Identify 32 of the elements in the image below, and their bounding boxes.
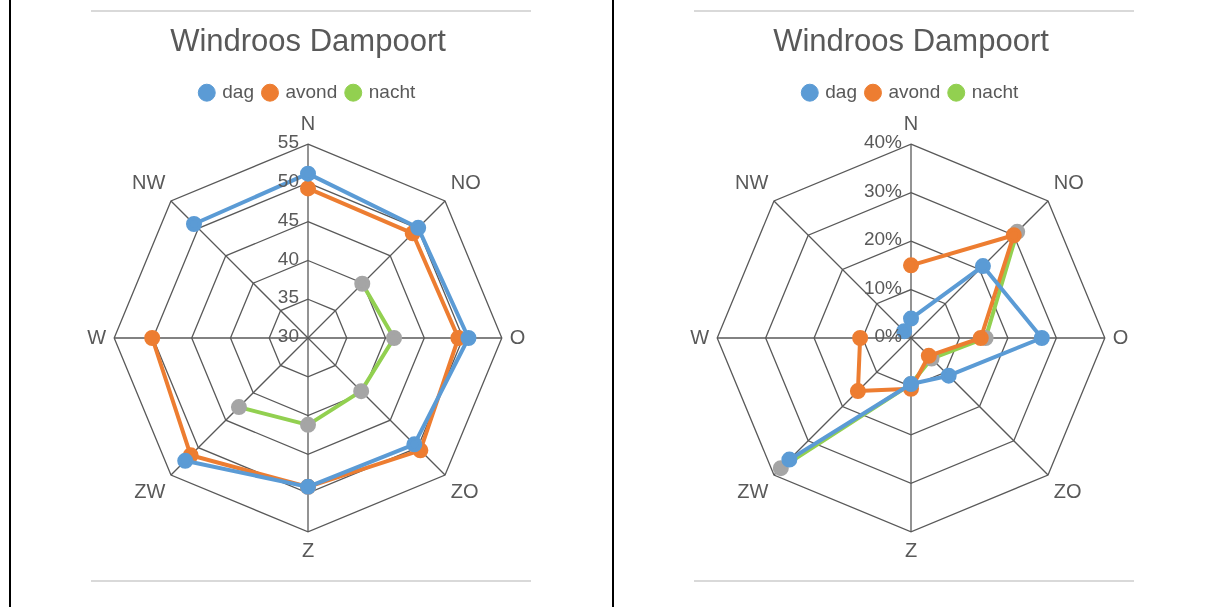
spoke-label: NW — [734, 170, 768, 193]
spoke-label: NO — [450, 170, 481, 193]
y-tick-label: 35 — [277, 286, 299, 308]
spoke-label: W — [87, 325, 107, 348]
spoke-label: W — [689, 325, 709, 348]
legend-label: dag — [824, 80, 857, 102]
y-tick-label: 55 — [277, 131, 299, 153]
legend-label: nacht — [368, 80, 416, 102]
spoke-label: Z — [904, 539, 917, 562]
spoke-label: NO — [1053, 170, 1084, 193]
legend-label: avond — [887, 80, 940, 102]
legend-label: nacht — [971, 80, 1019, 102]
legend-label: dag — [222, 80, 254, 102]
y-tick-label: 45 — [277, 208, 299, 230]
chart-title: Windroos Dampoort — [772, 23, 1049, 59]
y-tick-label: 20% — [863, 228, 902, 250]
spoke-label: Z — [301, 539, 315, 562]
spoke-label: ZO — [1053, 480, 1081, 503]
chart-title: Windroos Dampoort — [170, 23, 447, 59]
spoke-label: ZW — [736, 480, 768, 503]
spoke-label: ZO — [450, 480, 479, 503]
spoke-label: O — [509, 325, 526, 348]
spoke-label: NW — [131, 170, 166, 193]
y-tick-label: 40% — [863, 131, 902, 153]
y-tick-label: 40 — [277, 247, 299, 269]
spoke-label: N — [300, 111, 316, 134]
y-tick-label: 10% — [863, 276, 902, 298]
legend-label: avond — [285, 80, 338, 102]
spoke-label: N — [903, 111, 918, 134]
y-tick-label: 30% — [863, 179, 902, 201]
spoke-label: O — [1112, 325, 1128, 348]
spoke-label: ZW — [134, 480, 166, 503]
